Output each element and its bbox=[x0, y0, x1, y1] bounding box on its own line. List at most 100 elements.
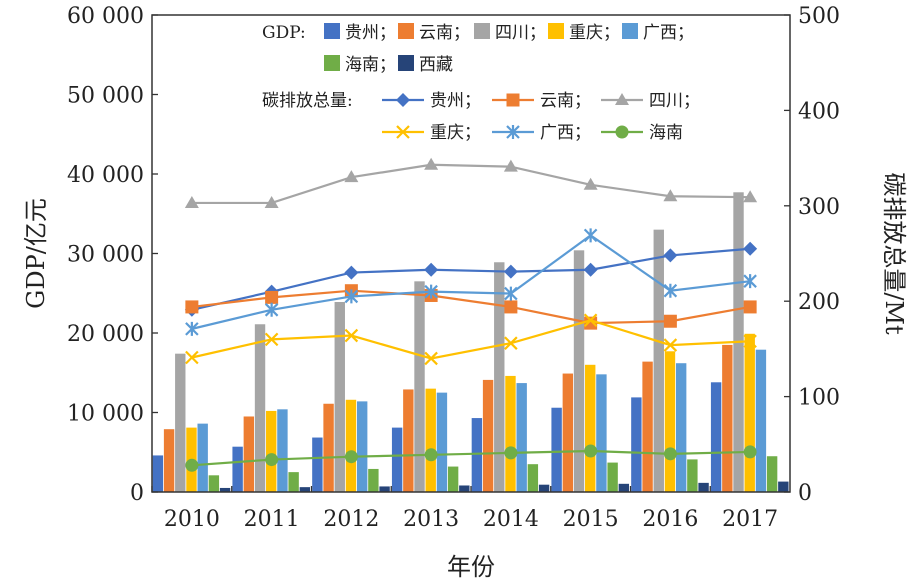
point-四川-2014 bbox=[503, 159, 518, 172]
bar-广西-2015 bbox=[596, 374, 607, 492]
point-贵州-2016 bbox=[663, 248, 678, 263]
bar-西藏-2011 bbox=[299, 487, 311, 492]
point-重庆-2016 bbox=[663, 338, 678, 352]
circle-marker bbox=[584, 444, 598, 458]
bar-云南-2016 bbox=[642, 361, 653, 492]
circle-marker bbox=[424, 448, 438, 462]
circle-marker bbox=[504, 446, 518, 460]
point-贵州-2014 bbox=[503, 264, 518, 279]
bar-西藏-2010 bbox=[219, 487, 231, 492]
point-广西-2011 bbox=[264, 302, 279, 317]
point-重庆-2014 bbox=[504, 336, 518, 350]
bar-西藏-2017 bbox=[778, 481, 789, 492]
right-tick-label: 100 bbox=[798, 386, 840, 411]
point-贵州-2012 bbox=[344, 265, 359, 280]
x-marker bbox=[504, 336, 518, 350]
triangle-marker bbox=[344, 170, 359, 183]
bar-广西-2017 bbox=[755, 349, 767, 492]
legend-swatch-西藏 bbox=[398, 55, 414, 71]
legend-label-云南: 云南； bbox=[419, 23, 470, 43]
legend-marker-广西 bbox=[506, 125, 520, 139]
square-marker bbox=[584, 316, 598, 330]
left-axis-label: GDP/亿元 bbox=[22, 198, 50, 309]
x-tick-label: 2015 bbox=[563, 507, 619, 532]
point-四川-2017 bbox=[743, 190, 758, 203]
bar-海南-2017 bbox=[766, 456, 778, 492]
bar-四川-2013 bbox=[414, 281, 425, 492]
legend-line-label-重庆: 重庆； bbox=[430, 123, 481, 143]
legend-swatch-贵州 bbox=[324, 23, 340, 39]
right-tick-label: 200 bbox=[798, 290, 840, 315]
point-四川-2016 bbox=[663, 189, 678, 202]
square-marker bbox=[663, 314, 677, 328]
triangle-marker bbox=[615, 93, 629, 105]
point-广西-2012 bbox=[344, 289, 359, 304]
triangle-marker bbox=[743, 190, 758, 203]
bar-四川-2012 bbox=[334, 302, 345, 492]
point-重庆-2012 bbox=[344, 328, 359, 343]
square-marker bbox=[743, 300, 757, 314]
bar-重庆-2016 bbox=[664, 351, 676, 492]
bar-广西-2016 bbox=[675, 363, 687, 492]
point-四川-2010 bbox=[184, 195, 199, 208]
point-重庆-2010 bbox=[185, 350, 199, 365]
triangle-marker bbox=[184, 195, 199, 208]
legend-line-label-云南: 云南； bbox=[540, 91, 591, 111]
bar-重庆-2012 bbox=[345, 399, 357, 492]
x-marker bbox=[743, 334, 757, 349]
star-marker bbox=[424, 284, 438, 299]
bar-海南-2016 bbox=[687, 459, 698, 492]
x-marker bbox=[396, 125, 410, 139]
point-云南-2015 bbox=[584, 316, 598, 330]
triangle-marker bbox=[424, 157, 439, 170]
square-marker bbox=[506, 93, 520, 107]
star-marker bbox=[663, 283, 678, 298]
bar-广西-2010 bbox=[197, 423, 208, 492]
bar-西藏-2013 bbox=[459, 485, 470, 492]
x-axis-label: 年份 bbox=[447, 553, 495, 581]
star-marker bbox=[504, 286, 518, 301]
square-marker bbox=[185, 300, 199, 314]
x-tick-label: 2012 bbox=[323, 507, 379, 532]
diamond-marker bbox=[396, 93, 410, 107]
point-云南-2017 bbox=[743, 300, 757, 314]
right-tick-label: 500 bbox=[798, 4, 840, 29]
bar-重庆-2015 bbox=[585, 364, 596, 492]
bar-海南-2010 bbox=[208, 475, 220, 492]
point-海南-2011 bbox=[265, 453, 279, 467]
circle-marker bbox=[344, 450, 358, 464]
bar-重庆-2013 bbox=[425, 388, 436, 492]
point-海南-2012 bbox=[344, 450, 358, 464]
bar-四川-2011 bbox=[254, 324, 266, 492]
bar-贵州-2015 bbox=[551, 407, 562, 492]
line-贵州 bbox=[191, 247, 751, 311]
triangle-marker bbox=[503, 159, 518, 172]
legend-label-海南: 海南； bbox=[345, 55, 396, 75]
x-marker bbox=[424, 351, 438, 366]
diamond-marker bbox=[503, 264, 518, 279]
legend-line-label-广西: 广西； bbox=[540, 123, 591, 143]
bar-四川-2010 bbox=[175, 353, 186, 492]
x-marker bbox=[583, 313, 598, 328]
point-四川-2011 bbox=[264, 195, 279, 208]
point-广西-2015 bbox=[583, 228, 598, 243]
bar-西藏-2016 bbox=[698, 482, 709, 492]
bar-四川-2016 bbox=[653, 229, 664, 492]
left-tick-label: 60 000 bbox=[67, 4, 144, 29]
x-tick-label: 2016 bbox=[642, 507, 698, 532]
point-云南-2016 bbox=[663, 314, 677, 328]
legend-label-广西: 广西； bbox=[643, 23, 694, 43]
star-marker bbox=[344, 289, 359, 304]
square-marker bbox=[504, 300, 518, 314]
legend-marker-海南 bbox=[615, 125, 629, 139]
diamond-marker bbox=[424, 262, 439, 277]
left-tick-label: 40 000 bbox=[67, 163, 144, 188]
bar-贵州-2017 bbox=[710, 382, 722, 492]
star-marker bbox=[506, 125, 520, 139]
line-云南 bbox=[191, 289, 751, 325]
legend-carbon-title: 碳排放总量: bbox=[262, 91, 353, 111]
point-重庆-2011 bbox=[264, 332, 279, 347]
bar-海南-2014 bbox=[527, 464, 539, 492]
